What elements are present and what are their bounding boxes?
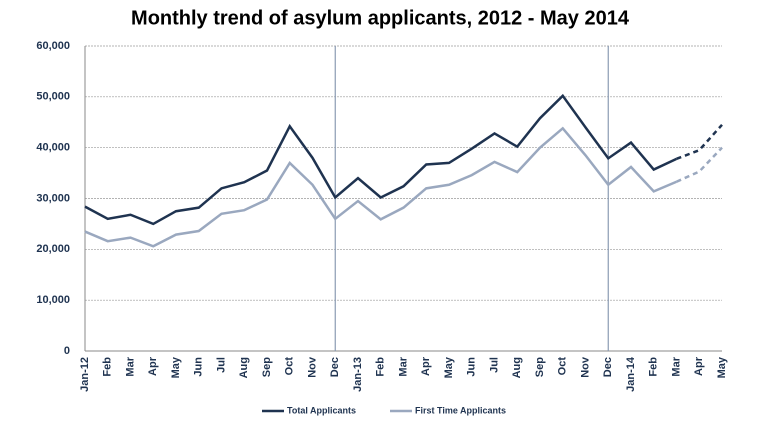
x-tick-label: Aug: [238, 357, 250, 378]
x-tick-label: May: [170, 356, 182, 378]
x-tick-label: Mar: [670, 356, 682, 376]
series-line: [675, 146, 723, 183]
chart-title: Monthly trend of asylum applicants, 2012…: [131, 7, 630, 29]
x-tick-label: Jan-14: [625, 356, 637, 392]
x-tick-label: Jun: [193, 357, 205, 377]
x-tick-label: Dec: [329, 357, 341, 377]
y-tick-label: 30,000: [36, 192, 70, 204]
x-tick-label: Feb: [648, 357, 660, 377]
y-tick-label: 40,000: [36, 142, 70, 154]
x-tick-label: Jan-13: [352, 357, 364, 392]
y-tick-label: 50,000: [36, 91, 70, 103]
x-tick-label: Dec: [602, 357, 614, 377]
y-tick-label: 60,000: [36, 40, 70, 52]
y-tick-label: 20,000: [36, 243, 70, 255]
x-tick-label: Nov: [579, 356, 591, 378]
y-tick-label: 0: [64, 345, 70, 357]
x-tick-label: Apr: [693, 356, 705, 376]
series-line: [676, 123, 723, 161]
x-tick-label: Jul: [488, 357, 500, 373]
series-line: [84, 126, 677, 248]
x-tick-label: Mar: [124, 356, 136, 376]
x-tick-label: Feb: [375, 357, 387, 377]
legend-label: Total Applicants: [287, 405, 356, 415]
x-tick-label: Feb: [102, 357, 114, 377]
legend-label: First Time Applicants: [415, 405, 506, 415]
x-tick-label: Nov: [306, 356, 318, 378]
x-tick-label: Aug: [511, 357, 523, 378]
x-tick-label: May: [716, 356, 728, 378]
x-tick-label: Sep: [261, 357, 273, 377]
x-tick-label: May: [443, 356, 455, 378]
x-tick-label: Jul: [215, 357, 227, 373]
x-tick-label: Jan-12: [79, 357, 91, 392]
x-tick-label: Oct: [557, 357, 569, 376]
x-tick-label: Mar: [397, 356, 409, 376]
x-tick-label: Apr: [420, 356, 432, 376]
x-tick-label: Jun: [466, 357, 478, 377]
x-tick-label: Apr: [147, 356, 159, 376]
x-tick-label: Sep: [534, 357, 546, 377]
x-tick-label: Oct: [284, 357, 296, 376]
series-line: [84, 93, 678, 226]
y-tick-label: 10,000: [36, 294, 70, 306]
